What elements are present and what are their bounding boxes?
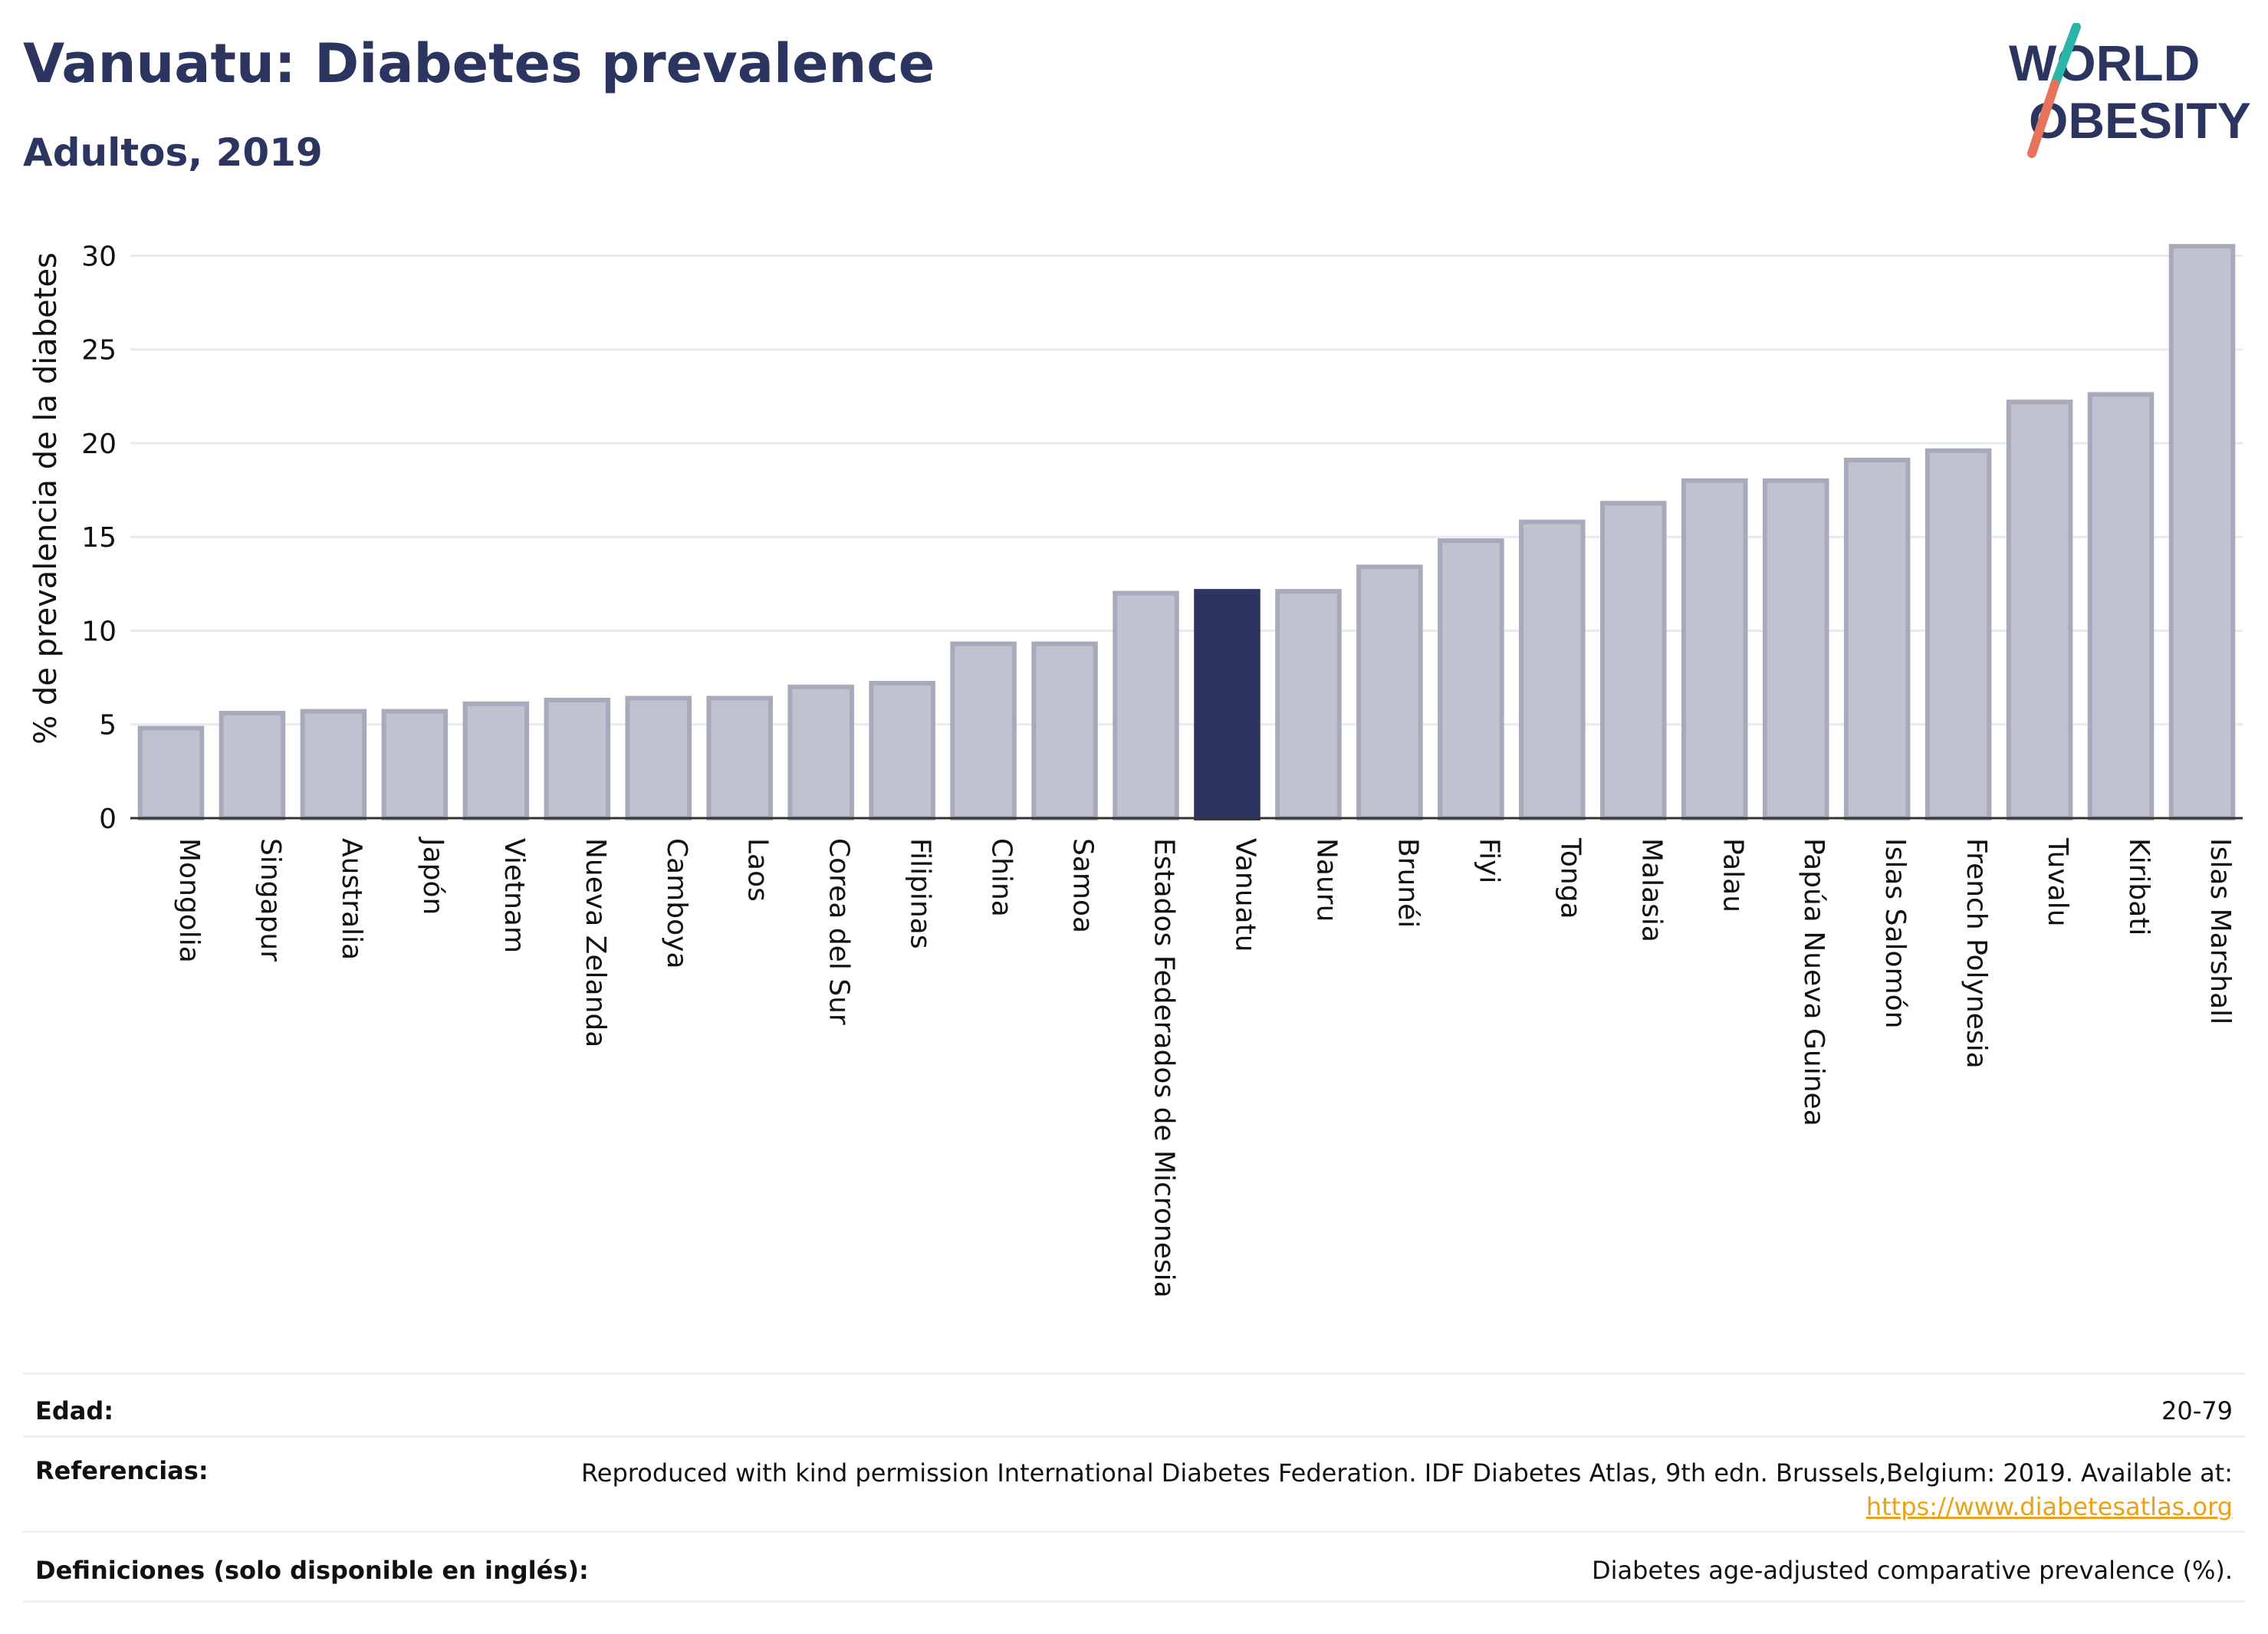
bar bbox=[219, 711, 286, 821]
x-tick-label: Kiribati bbox=[2123, 838, 2155, 935]
bar bbox=[1356, 564, 1423, 820]
bar bbox=[787, 684, 854, 820]
bar bbox=[2087, 392, 2155, 820]
bar bbox=[544, 697, 611, 820]
bar-chart: 0 5 10 15 20 25 30 Mongolia Singapur Australia Jap… bbox=[81, 241, 2243, 1298]
y-axis-title: % de prevalencia de la diabetes bbox=[28, 252, 64, 745]
x-tick-label: Vietnam bbox=[498, 838, 530, 953]
x-tick-label: French Polynesia bbox=[1961, 838, 1992, 1069]
bar bbox=[869, 680, 935, 820]
x-tick-label: Mongolia bbox=[173, 838, 205, 963]
x-tick-label: Fiyi bbox=[1473, 838, 1504, 883]
bar bbox=[1438, 538, 1504, 821]
world-obesity-logo: WORLD OBESITY bbox=[2009, 23, 2251, 158]
bar bbox=[137, 725, 205, 821]
bar bbox=[1113, 590, 1179, 820]
bar bbox=[2006, 399, 2073, 820]
x-tick-label: Palau bbox=[1717, 838, 1748, 912]
y-tick-label: 30 bbox=[81, 241, 117, 272]
x-tick-label: Nauru bbox=[1310, 838, 1342, 922]
x-tick-label: Islas Marshall bbox=[2204, 838, 2236, 1024]
bar-highlight bbox=[1194, 589, 1261, 820]
bar bbox=[381, 709, 449, 820]
meta-definitions-label: Definiciones (solo disponible en inglés)… bbox=[35, 1556, 589, 1585]
bar bbox=[1275, 589, 1342, 820]
x-tick-label: Tonga bbox=[1554, 837, 1586, 919]
bar bbox=[706, 695, 773, 821]
diabetes-atlas-link[interactable]: https://www.diabetesatlas.org bbox=[1865, 1492, 2233, 1521]
meta-age-label: Edad: bbox=[35, 1396, 114, 1425]
logo-word-obesity: OBESITY bbox=[2029, 92, 2251, 149]
bar bbox=[1681, 478, 1748, 820]
bar bbox=[1519, 519, 1586, 820]
bar bbox=[1843, 457, 1911, 820]
meta-row-age: Edad: 20-79 bbox=[23, 1373, 2245, 1438]
meta-references-label: Referencias: bbox=[35, 1456, 209, 1485]
x-tick-label: Laos bbox=[742, 838, 774, 902]
x-tick-label: Brunéi bbox=[1392, 838, 1423, 928]
x-tick-label: Islas Salomón bbox=[1879, 838, 1911, 1028]
y-tick-label: 15 bbox=[81, 522, 117, 554]
x-tick-label: Camboya bbox=[661, 838, 692, 969]
x-tick-label: Vanuatu bbox=[1229, 838, 1261, 952]
bar bbox=[1600, 501, 1667, 820]
y-tick-label: 10 bbox=[81, 616, 117, 647]
bar bbox=[1925, 448, 1992, 821]
logo-slash-top bbox=[2050, 23, 2081, 89]
bar bbox=[1762, 478, 1829, 820]
x-tick-label: Samoa bbox=[1067, 838, 1099, 933]
meta-references-value: Reproduced with kind permission Internat… bbox=[581, 1456, 2233, 1524]
x-tick-label: Nueva Zelanda bbox=[580, 838, 611, 1047]
y-tick-label: 25 bbox=[81, 335, 117, 367]
meta-age-value: 20-79 bbox=[2161, 1396, 2233, 1425]
x-tick-label: Estados Federados de Micronesia bbox=[1149, 838, 1180, 1298]
bar bbox=[300, 709, 367, 820]
meta-definitions-value: Diabetes age-adjusted comparative preval… bbox=[1592, 1556, 2233, 1585]
logo-word-world: WORLD bbox=[2009, 35, 2200, 91]
x-tick-label: Australia bbox=[336, 838, 367, 960]
bar bbox=[950, 641, 1017, 820]
bar bbox=[462, 701, 530, 820]
x-tick-label: Tuvalu bbox=[2042, 837, 2073, 927]
meta-row-references: Referencias: Reproduced with kind permis… bbox=[23, 1435, 2245, 1533]
bar bbox=[625, 695, 692, 821]
x-tick-label: Corea del Sur bbox=[823, 838, 855, 1025]
y-tick-label: 20 bbox=[81, 429, 117, 460]
x-tick-label: Singapur bbox=[255, 838, 286, 962]
page-title: Vanuatu: Diabetes prevalence bbox=[23, 32, 935, 95]
logo-slash-bottom bbox=[2027, 80, 2059, 158]
x-tick-label: Malasia bbox=[1635, 838, 1667, 942]
x-tick-label: Filipinas bbox=[905, 838, 936, 949]
meta-references-text: Reproduced with kind permission Internat… bbox=[580, 1458, 2233, 1488]
meta-row-definitions: Definiciones (solo disponible en inglés)… bbox=[23, 1530, 2245, 1603]
page-subtitle: Adultos, 2019 bbox=[23, 130, 323, 175]
bar bbox=[1031, 641, 1098, 820]
y-tick-label: 0 bbox=[99, 804, 117, 835]
x-tick-label: Papúa Nueva Guinea bbox=[1798, 838, 1829, 1126]
x-tick-label: Japón bbox=[417, 837, 449, 915]
bar bbox=[2168, 244, 2236, 820]
x-tick-label: China bbox=[986, 838, 1017, 917]
y-tick-label: 5 bbox=[99, 710, 117, 741]
